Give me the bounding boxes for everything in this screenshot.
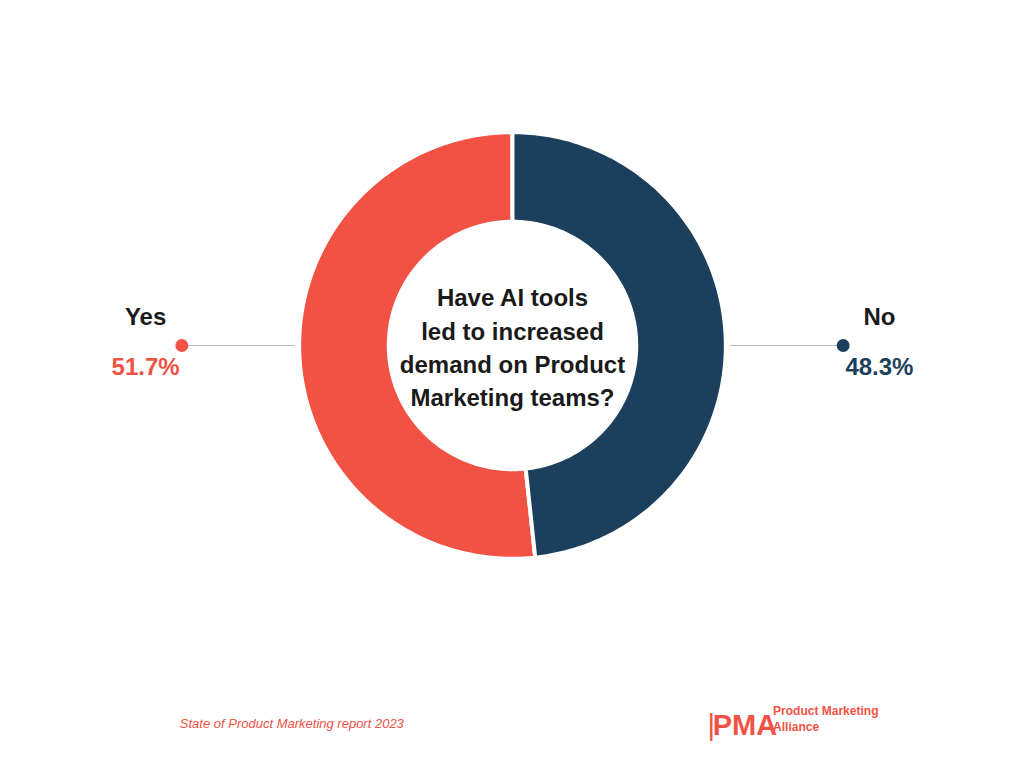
html-text:State of Product Marketing rep: State of Product Marketing report 2023	[179, 716, 404, 731]
svg-text:No: No	[863, 303, 895, 330]
html-text:PMA: PMA	[712, 709, 778, 741]
svg-text:51.7%: 51.7%	[112, 353, 180, 380]
html-text:Product Marketing: Product Marketing	[773, 704, 879, 718]
html-text:Alliance: Alliance	[773, 720, 820, 734]
svg-text:48.3%: 48.3%	[845, 353, 913, 380]
svg-text:Yes: Yes	[125, 303, 166, 330]
svg-text:Have AI toolsled to increasedd: Have AI toolsled to increaseddemand on P…	[400, 284, 625, 410]
